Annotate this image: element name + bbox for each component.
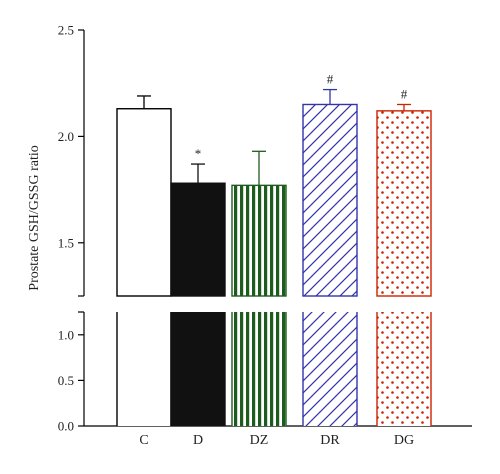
category-labels: C D DZ DR DG (139, 433, 414, 448)
y-axis-label: Prostate GSH/GSSG ratio (27, 145, 42, 290)
bar-C (116, 108, 172, 426)
bars (116, 103, 432, 426)
y-tick-label: 2.0 (58, 129, 74, 144)
bar-lower (171, 312, 225, 426)
bar-upper (231, 184, 287, 297)
bar-upper (170, 182, 226, 297)
y-tick-label: 1.0 (58, 327, 74, 342)
bar-lower (117, 312, 171, 426)
significance-marker: # (401, 86, 408, 101)
y-tick-label: 2.5 (58, 23, 74, 38)
y-tick-label: 0.0 (58, 419, 74, 434)
x-tick-label: C (139, 433, 148, 448)
bar-upper (302, 103, 358, 297)
bar-lower (303, 312, 357, 426)
bar-D (170, 182, 226, 426)
y-tick-label: 0.5 (58, 373, 74, 388)
y-tick-label: 1.5 (58, 235, 74, 250)
bar-lower (232, 312, 286, 426)
bar-lower (377, 312, 431, 426)
bar-DG (376, 110, 432, 426)
x-tick-label: DG (394, 433, 414, 448)
x-tick-label: DR (320, 433, 340, 448)
x-tick-label: D (193, 433, 203, 448)
x-tick-label: DZ (250, 433, 269, 448)
significance-marker: * (195, 146, 202, 161)
significance-marker: # (327, 72, 334, 87)
error-bars (137, 88, 411, 186)
bar-DR (302, 103, 358, 426)
bar-upper (116, 108, 172, 297)
bar-upper (376, 110, 432, 297)
bar-DZ (231, 184, 287, 426)
annotations: * # # (195, 72, 408, 161)
